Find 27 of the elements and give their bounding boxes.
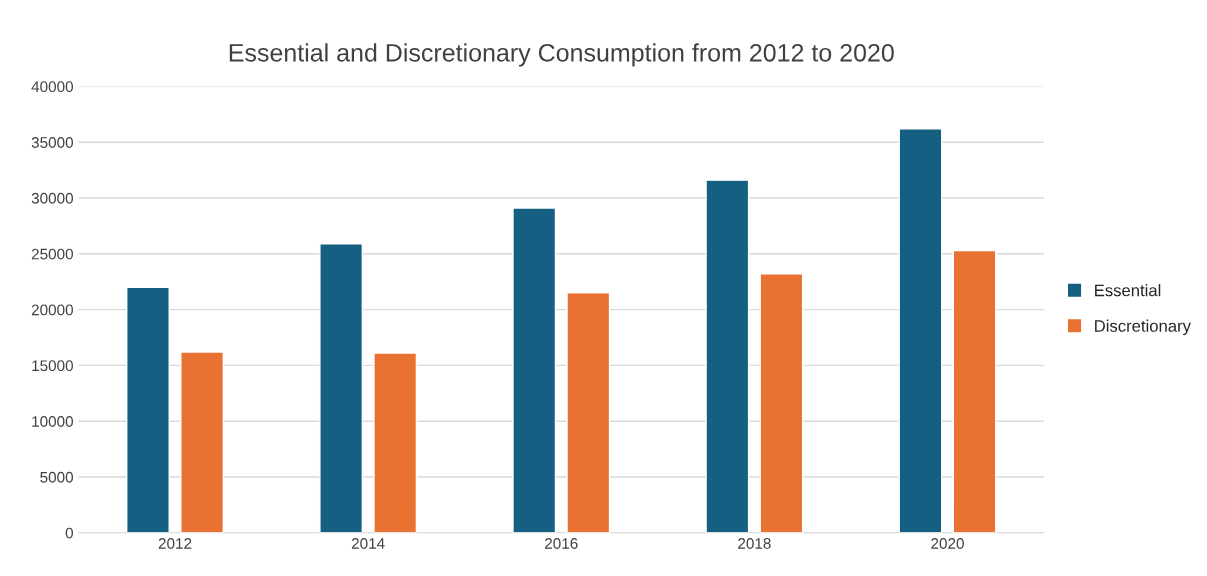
x-tick-label: 2012	[158, 538, 192, 549]
bar	[319, 243, 364, 533]
y-tick-label: 5000	[40, 471, 73, 483]
chart-title: Essential and Discretionary Consumption from 2012 to 2020	[229, 43, 894, 67]
bar	[126, 286, 170, 533]
legend-label: Essential	[1095, 284, 1161, 297]
bar	[705, 179, 750, 533]
legend-label: Discretionary	[1095, 319, 1191, 336]
y-tick-label: 20000	[31, 304, 73, 316]
bar	[373, 352, 418, 533]
y-tick-label: 0	[65, 527, 73, 539]
x-tick-label: 2016	[545, 538, 578, 549]
x-tick-label: 2014	[351, 538, 385, 549]
bar	[898, 128, 943, 533]
x-tick-label: 2018	[738, 538, 771, 549]
y-tick-label: 40000	[31, 81, 73, 93]
y-tick-label: 35000	[31, 137, 73, 148]
y-tick-label: 15000	[32, 360, 73, 372]
bar	[566, 292, 611, 533]
bar	[952, 249, 997, 533]
y-tick-label: 30000	[31, 192, 73, 204]
bar	[512, 207, 557, 533]
x-tick-label: 2020	[931, 538, 964, 549]
bar	[180, 351, 224, 533]
y-tick-label: 25000	[31, 248, 73, 260]
bar	[759, 273, 804, 533]
y-tick-label: 10000	[32, 416, 73, 427]
